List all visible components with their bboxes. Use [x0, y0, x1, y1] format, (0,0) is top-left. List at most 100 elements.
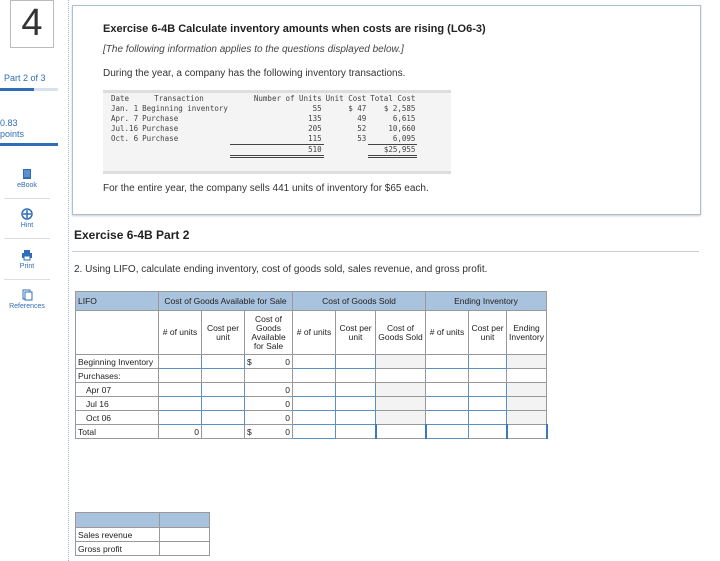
- points-label: points: [0, 129, 25, 139]
- ei-total-header: Ending Inventory: [506, 310, 547, 355]
- part-indicator[interactable]: Part 2 of 3: [4, 73, 46, 83]
- cogs-cost-input[interactable]: [335, 396, 376, 411]
- cogs-units-input[interactable]: [292, 382, 336, 397]
- cogs-units-input[interactable]: [292, 396, 336, 411]
- cost-input[interactable]: [201, 354, 245, 369]
- total-cogs-units-input[interactable]: [292, 424, 336, 439]
- ei-value: [506, 410, 547, 425]
- total-units-value: 0: [158, 424, 202, 439]
- table-row: Purchases:: [75, 368, 547, 383]
- cogas-value: $0: [244, 354, 293, 369]
- ei-cost-header: Cost per unit: [468, 310, 507, 355]
- cogs-value: [375, 410, 426, 425]
- divider: [72, 251, 699, 252]
- table-row: Sales revenue: [75, 527, 210, 542]
- hint-label: Hint: [20, 222, 34, 229]
- ei-units-input[interactable]: [425, 354, 469, 369]
- transaction-total-row: 510 $25,955: [109, 144, 418, 158]
- table-row: Gross profit: [75, 541, 210, 556]
- ei-cost-input[interactable]: [468, 382, 507, 397]
- ei-value: [506, 382, 547, 397]
- references-icon: [22, 289, 33, 301]
- total-ei-input[interactable]: [505, 424, 548, 439]
- part2-title: Exercise 6-4B Part 2: [74, 228, 190, 242]
- table-row: Oct 06 0: [75, 410, 547, 425]
- exercise-title: Exercise 6-4B Calculate inventory amount…: [103, 23, 486, 35]
- row-label: Beginning Inventory: [75, 354, 159, 369]
- table-row: Jul 16 0: [75, 396, 547, 411]
- cogs-units-header: # of units: [292, 310, 336, 355]
- method-header: LIFO: [75, 291, 159, 311]
- part2-question: 2. Using LIFO, calculate ending inventor…: [74, 264, 488, 275]
- cogas-value: 0: [244, 382, 293, 397]
- ei-units-input[interactable]: [425, 410, 469, 425]
- cogs-cost-input[interactable]: [335, 382, 376, 397]
- th-unit-cost: Unit Cost: [325, 94, 367, 103]
- ei-cost-input[interactable]: [468, 396, 507, 411]
- units-input[interactable]: [158, 396, 202, 411]
- transaction-row: Apr. 7 Purchase 135 49 6,615: [111, 114, 416, 123]
- ei-value: [506, 354, 547, 369]
- cost-input[interactable]: [201, 396, 245, 411]
- cogs-units-input[interactable]: [292, 410, 336, 425]
- units-input[interactable]: [158, 354, 202, 369]
- total-ei-units-input[interactable]: [425, 424, 469, 439]
- row-label: Purchases:: [75, 368, 159, 383]
- points-divider: [0, 143, 58, 146]
- ebook-label: eBook: [17, 182, 37, 189]
- ei-units-input[interactable]: [425, 396, 469, 411]
- hint-button[interactable]: Hint: [2, 208, 52, 229]
- ending-inventory-group-header: Ending Inventory: [425, 291, 547, 311]
- row-label: Total: [75, 424, 159, 439]
- references-button[interactable]: References: [2, 289, 52, 310]
- th-total-cost: Total Cost: [370, 94, 416, 103]
- info-note: [The following information applies to th…: [103, 44, 404, 55]
- ei-cost-input[interactable]: [468, 354, 507, 369]
- units-input[interactable]: [158, 382, 202, 397]
- ebook-button[interactable]: eBook: [2, 168, 52, 189]
- points-display: 0.83 points: [0, 118, 24, 140]
- gross-profit-input[interactable]: [159, 541, 210, 556]
- transaction-row: Jul.16 Purchase 205 52 10,660: [111, 124, 416, 133]
- ei-units-input[interactable]: [425, 382, 469, 397]
- transaction-row: Jan. 1 Beginning inventory 55 $ 47 $ 2,5…: [111, 104, 416, 113]
- book-icon: [23, 169, 31, 179]
- ei-units-header: # of units: [425, 310, 469, 355]
- cost-input[interactable]: [201, 382, 245, 397]
- gross-profit-label: Gross profit: [75, 541, 160, 556]
- print-label: Print: [19, 263, 35, 270]
- cogs-value: [375, 382, 426, 397]
- row-label: Jul 16: [75, 396, 159, 411]
- ei-value: [506, 396, 547, 411]
- intro-text: During the year, a company has the follo…: [103, 68, 406, 79]
- cogas-group-header: Cost of Goods Available for Sale: [158, 291, 293, 311]
- total-cogs-input[interactable]: [374, 424, 427, 439]
- ei-cost-input[interactable]: [468, 410, 507, 425]
- cogs-cost-input[interactable]: [335, 354, 376, 369]
- units-input[interactable]: [158, 410, 202, 425]
- cost-input[interactable]: [201, 410, 245, 425]
- sales-revenue-input[interactable]: [159, 527, 210, 542]
- th-date: Date: [111, 94, 130, 103]
- cogas-cost-header: Cost per unit: [201, 310, 245, 355]
- cogas-value: 0: [244, 410, 293, 425]
- cogs-value: [375, 354, 426, 369]
- cogas-total-header: Cost of Goods Available for Sale: [244, 310, 293, 355]
- total-cogas-value: $0: [244, 424, 293, 439]
- lifo-worksheet: LIFO Cost of Goods Available for Sale Co…: [75, 291, 548, 439]
- cogs-cost-input[interactable]: [335, 410, 376, 425]
- cogas-value: 0: [244, 396, 293, 411]
- sidebar: 4 Part 2 of 3 0.83 points eBook Hint Pri…: [0, 0, 69, 561]
- summary-table: Sales revenue Gross profit: [75, 512, 210, 556]
- th-transaction: Transaction: [154, 94, 204, 103]
- sales-info: For the entire year, the company sells 4…: [103, 183, 429, 194]
- question-number: 4: [10, 0, 54, 48]
- transaction-row: Oct. 6 Purchase 115 53 6,095: [111, 134, 418, 145]
- cogs-units-input[interactable]: [292, 354, 336, 369]
- print-button[interactable]: Print: [2, 249, 52, 270]
- points-value: 0.83: [0, 118, 18, 128]
- cogs-value: [375, 396, 426, 411]
- cogs-group-header: Cost of Goods Sold: [292, 291, 426, 311]
- references-label: References: [9, 303, 45, 310]
- total-row: Total 0 $0: [75, 424, 548, 439]
